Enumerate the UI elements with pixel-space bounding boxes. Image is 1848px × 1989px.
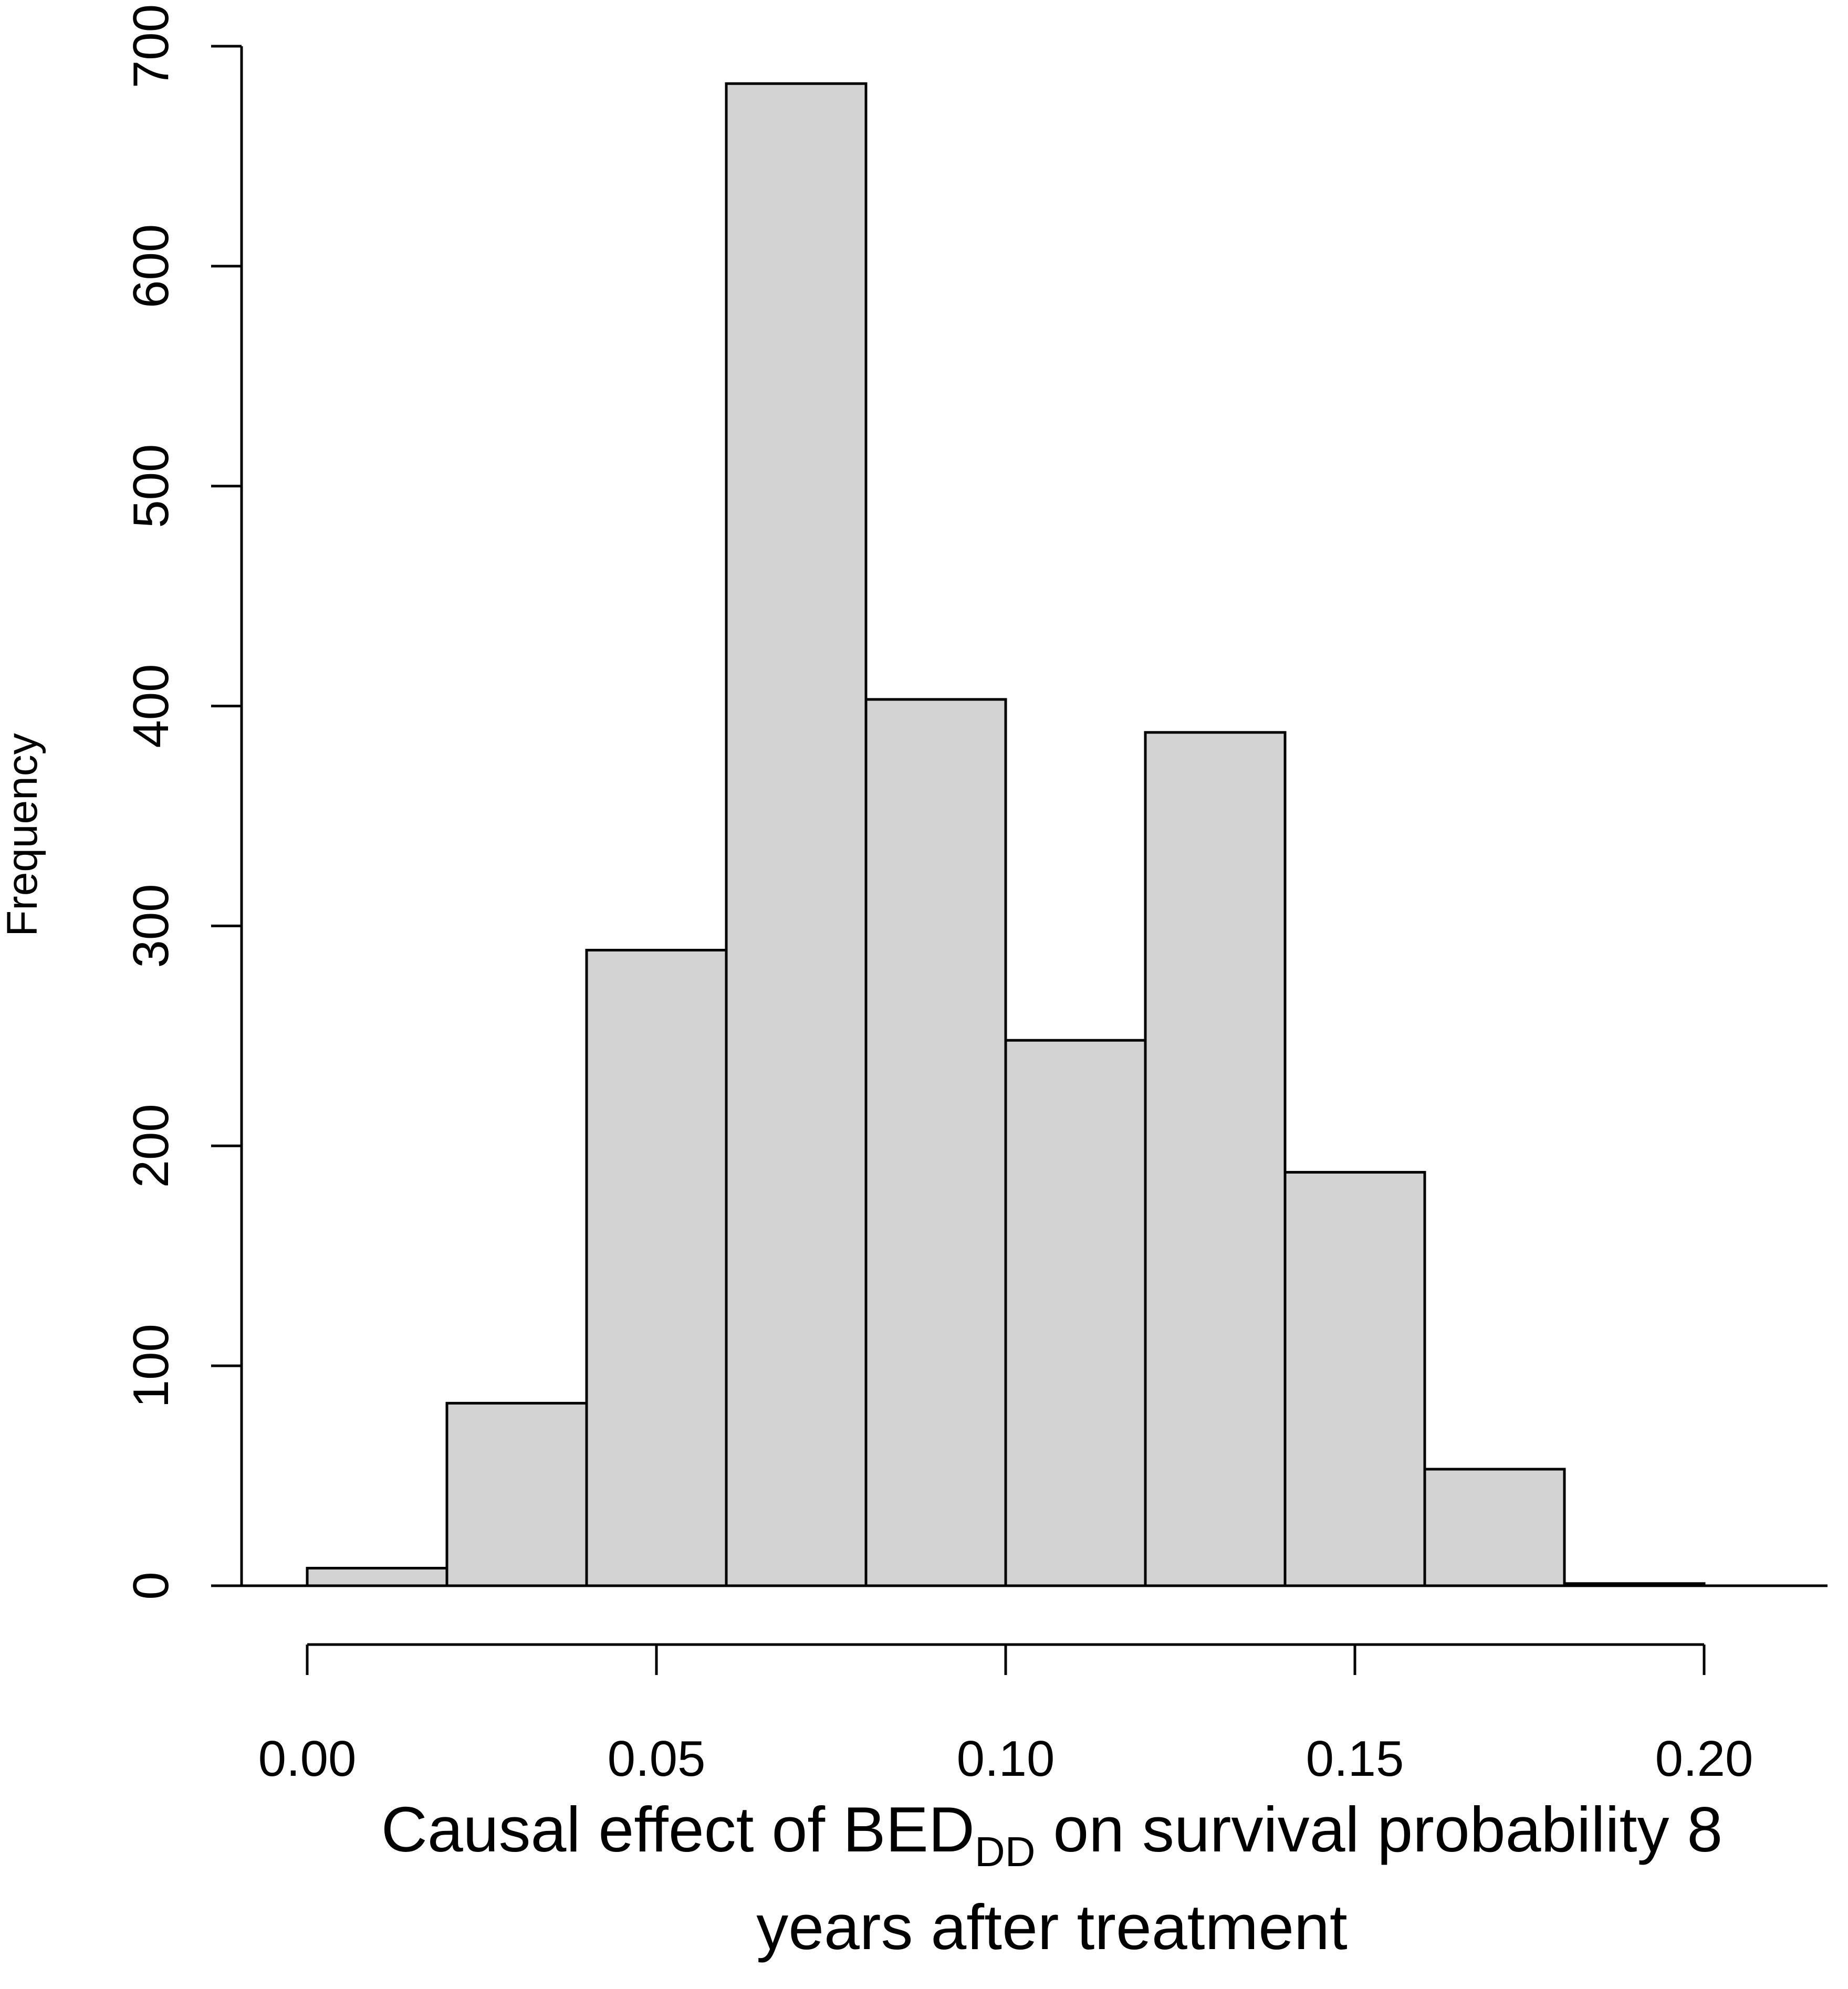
y-tick-label: 500 — [123, 444, 179, 528]
histogram-bar — [864, 698, 1007, 1587]
histogram-bar — [1144, 731, 1287, 1587]
x-tick-label: 0.15 — [1306, 1731, 1404, 1787]
histogram-bar — [585, 949, 728, 1587]
y-tick-label: 300 — [123, 884, 179, 968]
histogram-bar — [725, 82, 868, 1587]
y-tick-label: 200 — [123, 1104, 179, 1188]
histogram-bars — [306, 82, 1706, 1587]
x-axis-title-line1: Causal effect of BEDDD on survival proba… — [381, 1794, 1723, 1875]
y-tick-label: 700 — [123, 4, 179, 88]
y-tick-label: 400 — [123, 664, 179, 748]
x-axis-title-prefix: Causal effect of BED — [381, 1794, 975, 1865]
y-tick-label: 600 — [123, 224, 179, 308]
y-axis-title: Frequency — [0, 733, 46, 936]
x-axis-title-line2: years after treatment — [756, 1891, 1348, 1963]
histogram-bar — [1004, 1039, 1147, 1587]
histogram-bar — [1423, 1468, 1566, 1587]
x-tick-label: 0.10 — [957, 1731, 1055, 1787]
y-axis: 0 100 200 300 400 500 600 700 — [123, 4, 243, 1600]
y-tick-label: 0 — [123, 1572, 179, 1599]
histogram-bar — [445, 1401, 588, 1587]
histogram-bar — [1283, 1171, 1426, 1587]
y-tick-label: 100 — [123, 1324, 179, 1408]
x-tick-label: 0.20 — [1655, 1731, 1753, 1787]
x-axis-title-suffix: on survival probability 8 — [1036, 1794, 1723, 1865]
x-tick-label: 0.05 — [608, 1731, 706, 1787]
histogram-bar — [306, 1566, 448, 1587]
x-tick-label: 0.00 — [258, 1731, 357, 1787]
x-axis: 0.00 0.05 0.10 0.15 0.20 — [258, 1643, 1753, 1787]
x-axis-title-subscript: DD — [975, 1828, 1036, 1875]
